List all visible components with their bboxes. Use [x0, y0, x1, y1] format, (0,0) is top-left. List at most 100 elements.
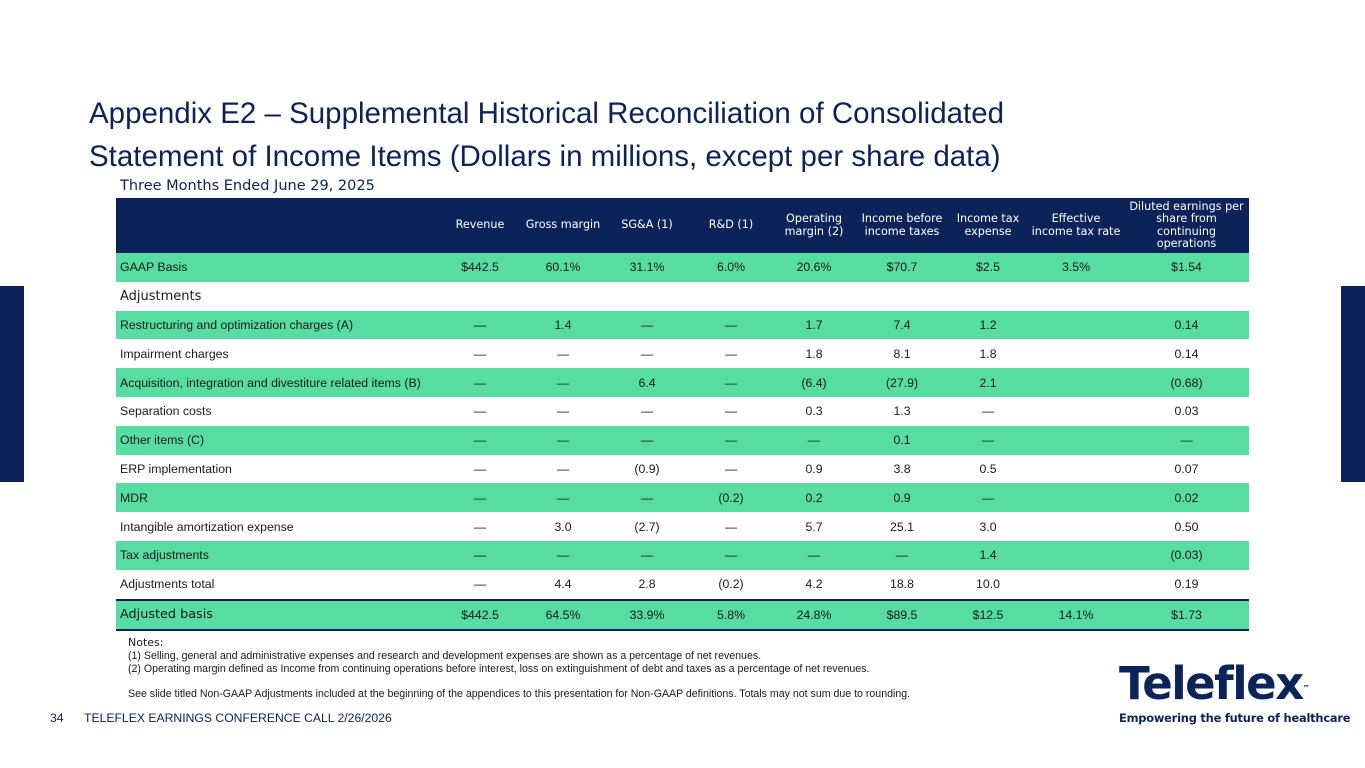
- table-cell: [1028, 310, 1124, 340]
- table-cell: [1028, 454, 1124, 484]
- table-cell: [1028, 540, 1124, 570]
- table-cell: 0.14: [1124, 310, 1249, 340]
- table-cell: $12.5: [948, 598, 1028, 632]
- table-cell: $2.5: [948, 253, 1028, 282]
- table-cell: 14.1%: [1028, 598, 1124, 632]
- table-cell: 0.07: [1124, 454, 1249, 484]
- table-cell: (0.2): [690, 483, 772, 513]
- table-row-restructuring: Restructuring and optimization charges (…: [116, 310, 1249, 340]
- table-cell: 20.6%: [772, 253, 856, 282]
- table-cell: 0.50: [1124, 512, 1249, 541]
- table-cell: [522, 281, 604, 311]
- table-cell: 60.1%: [522, 253, 604, 282]
- table-row-adjustments-heading: Adjustments: [116, 281, 1249, 311]
- table-cell: 64.5%: [522, 598, 604, 632]
- table-cell: —: [438, 339, 522, 369]
- table-cell: —: [690, 512, 772, 541]
- row-label: Adjusted basis: [116, 598, 438, 632]
- table-cell: [948, 281, 1028, 311]
- table-cell: (0.2): [690, 569, 772, 600]
- table-cell: [1028, 339, 1124, 369]
- note-2: (2) Operating margin defined as Income f…: [128, 663, 870, 676]
- header-label-column: [116, 198, 438, 253]
- note-3: See slide titled Non-GAAP Adjustments in…: [128, 687, 911, 700]
- table-cell: 5.7: [772, 512, 856, 541]
- table-cell: $442.5: [438, 253, 522, 282]
- table-cell: —: [522, 454, 604, 484]
- table-cell: —: [948, 396, 1028, 426]
- table-cell: [1124, 281, 1249, 311]
- table-cell: —: [604, 396, 690, 426]
- table-row-impairment: Impairment charges — — — — 1.8 8.1 1.8 0…: [116, 339, 1249, 369]
- table-cell: 31.1%: [604, 253, 690, 282]
- logo-tagline: Empowering the future of healthcare: [1119, 711, 1351, 725]
- table-row-intangible-amortization: Intangible amortization expense — 3.0 (2…: [116, 512, 1249, 541]
- table-cell: —: [690, 454, 772, 484]
- row-label: Restructuring and optimization charges (…: [116, 310, 438, 340]
- table-row-acquisition: Acquisition, integration and divestiture…: [116, 368, 1249, 397]
- table-cell: (27.9): [856, 368, 948, 397]
- table-cell: 3.0: [948, 512, 1028, 541]
- page-title-line-1: Appendix E2 – Supplemental Historical Re…: [89, 97, 1005, 130]
- table-cell: —: [690, 425, 772, 455]
- table-cell: [1028, 368, 1124, 397]
- table-cell: (6.4): [772, 368, 856, 397]
- table-row-other-items: Other items (C) — — — — — 0.1 — —: [116, 425, 1249, 455]
- table-cell: 10.0: [948, 569, 1028, 600]
- period-subtitle: Three Months Ended June 29, 2025: [120, 178, 375, 194]
- notes: Notes: (1) Selling, general and administ…: [128, 636, 910, 701]
- table-cell: [1028, 483, 1124, 513]
- table-cell: —: [438, 368, 522, 397]
- table-cell: —: [438, 454, 522, 484]
- notes-spacer: [128, 677, 910, 688]
- table-cell: —: [438, 540, 522, 570]
- table-cell: —: [522, 339, 604, 369]
- table-cell: (0.03): [1124, 540, 1249, 570]
- page-title: Appendix E2 – Supplemental Historical Re…: [89, 92, 1249, 178]
- row-label: Other items (C): [116, 425, 438, 455]
- teleflex-logo: Teleflex™ Empowering the future of healt…: [1119, 657, 1351, 726]
- table-row-mdr: MDR — — — (0.2) 0.2 0.9 — 0.02: [116, 483, 1249, 513]
- table-cell: 4.4: [522, 569, 604, 600]
- table-cell: [1028, 396, 1124, 426]
- table-cell: —: [772, 425, 856, 455]
- table-cell: $89.5: [856, 598, 948, 632]
- trademark-symbol: ™: [1302, 684, 1310, 692]
- table-cell: 0.03: [1124, 396, 1249, 426]
- table-cell: 18.8: [856, 569, 948, 600]
- table-row-adjustments-total: Adjustments total — 4.4 2.8 (0.2) 4.2 18…: [116, 569, 1249, 600]
- table-cell: 0.9: [856, 483, 948, 513]
- table-cell: 4.2: [772, 569, 856, 600]
- notes-heading: Notes:: [128, 636, 164, 649]
- table-row-gaap-basis: GAAP Basis $442.5 60.1% 31.1% 6.0% 20.6%…: [116, 253, 1249, 282]
- table-cell: —: [438, 569, 522, 600]
- row-label: MDR: [116, 483, 438, 513]
- row-label: Intangible amortization expense: [116, 512, 438, 541]
- table-row-separation: Separation costs — — — — 0.3 1.3 — 0.03: [116, 396, 1249, 426]
- table-cell: 0.14: [1124, 339, 1249, 369]
- reconciliation-table: Revenue Gross margin SG&A (1) R&D (1) Op…: [116, 198, 1249, 632]
- table-cell: $1.73: [1124, 598, 1249, 632]
- row-label: ERP implementation: [116, 454, 438, 484]
- header-gross-margin: Gross margin: [522, 198, 604, 253]
- table-cell: (0.9): [604, 454, 690, 484]
- right-accent-bar: [1341, 286, 1365, 482]
- table-cell: (2.7): [604, 512, 690, 541]
- table-cell: —: [604, 425, 690, 455]
- table-cell: 3.0: [522, 512, 604, 541]
- table-cell: —: [522, 483, 604, 513]
- logo-word: Teleflex: [1119, 657, 1304, 710]
- table-cell: 0.1: [856, 425, 948, 455]
- table-cell: 6.4: [604, 368, 690, 397]
- table-cell: 0.5: [948, 454, 1028, 484]
- table-cell: $442.5: [438, 598, 522, 632]
- table-cell: —: [690, 368, 772, 397]
- table-cell: —: [948, 425, 1028, 455]
- table-cell: [1028, 281, 1124, 311]
- table-cell: —: [856, 540, 948, 570]
- table-cell: —: [604, 310, 690, 340]
- table-cell: 3.5%: [1028, 253, 1124, 282]
- left-accent-bar: [0, 286, 24, 482]
- table-cell: 1.8: [772, 339, 856, 369]
- table-cell: —: [438, 483, 522, 513]
